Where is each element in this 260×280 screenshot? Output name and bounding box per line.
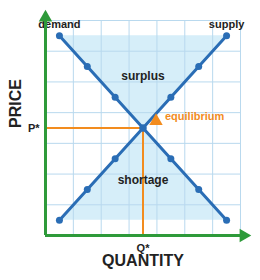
svg-text:surplus: surplus — [121, 69, 165, 83]
svg-text:Q*: Q* — [136, 242, 150, 254]
svg-text:P*: P* — [28, 122, 40, 134]
svg-text:equilibrium: equilibrium — [165, 110, 225, 122]
svg-text:shortage: shortage — [118, 173, 169, 187]
svg-text:supply: supply — [209, 18, 245, 30]
svg-text:demand: demand — [38, 18, 81, 31]
svg-text:QUANTITY: QUANTITY — [102, 252, 184, 269]
svg-text:PRICE: PRICE — [7, 79, 24, 128]
